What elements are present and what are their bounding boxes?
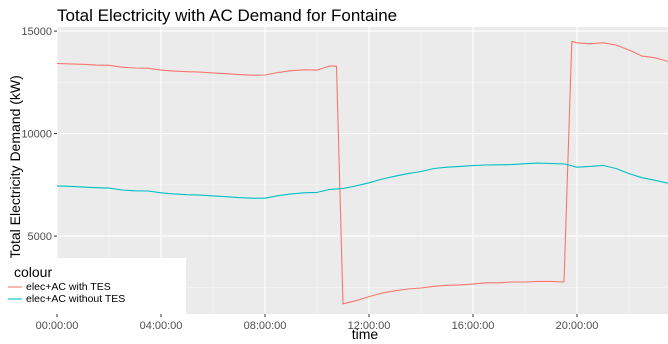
series-line-2: [56, 162, 668, 199]
x-tick-label: 04:00:00: [140, 320, 183, 332]
series-line-1: [56, 40, 668, 305]
y-tick-label: 10000: [21, 129, 52, 141]
legend-title: colour: [14, 264, 52, 280]
y-axis-title: Total Electricity Demand (kW): [7, 75, 23, 259]
y-tick-label: 15000: [21, 26, 52, 38]
axis-ticks: 00:00:00 04:00:00 08:00:00 12:00:00 16:00:00…: [21, 26, 598, 332]
legend-background: [0, 258, 186, 314]
chart-title: Total Electricity with AC Demand for Fon…: [57, 6, 397, 25]
legend-label-1: elec+AC with TES: [26, 281, 111, 293]
x-axis-title: time: [352, 326, 379, 342]
x-tick-label: 16:00:00: [452, 320, 495, 332]
y-tick-label: 5000: [28, 231, 52, 243]
x-tick-label: 08:00:00: [244, 320, 287, 332]
x-tick-label: 12:00:00: [348, 320, 391, 332]
x-tick-label: 00:00:00: [36, 320, 79, 332]
series-layer: [56, 40, 668, 305]
legend-label-2: elec+AC without TES: [26, 293, 125, 305]
x-tick-label: 20:00:00: [556, 320, 599, 332]
